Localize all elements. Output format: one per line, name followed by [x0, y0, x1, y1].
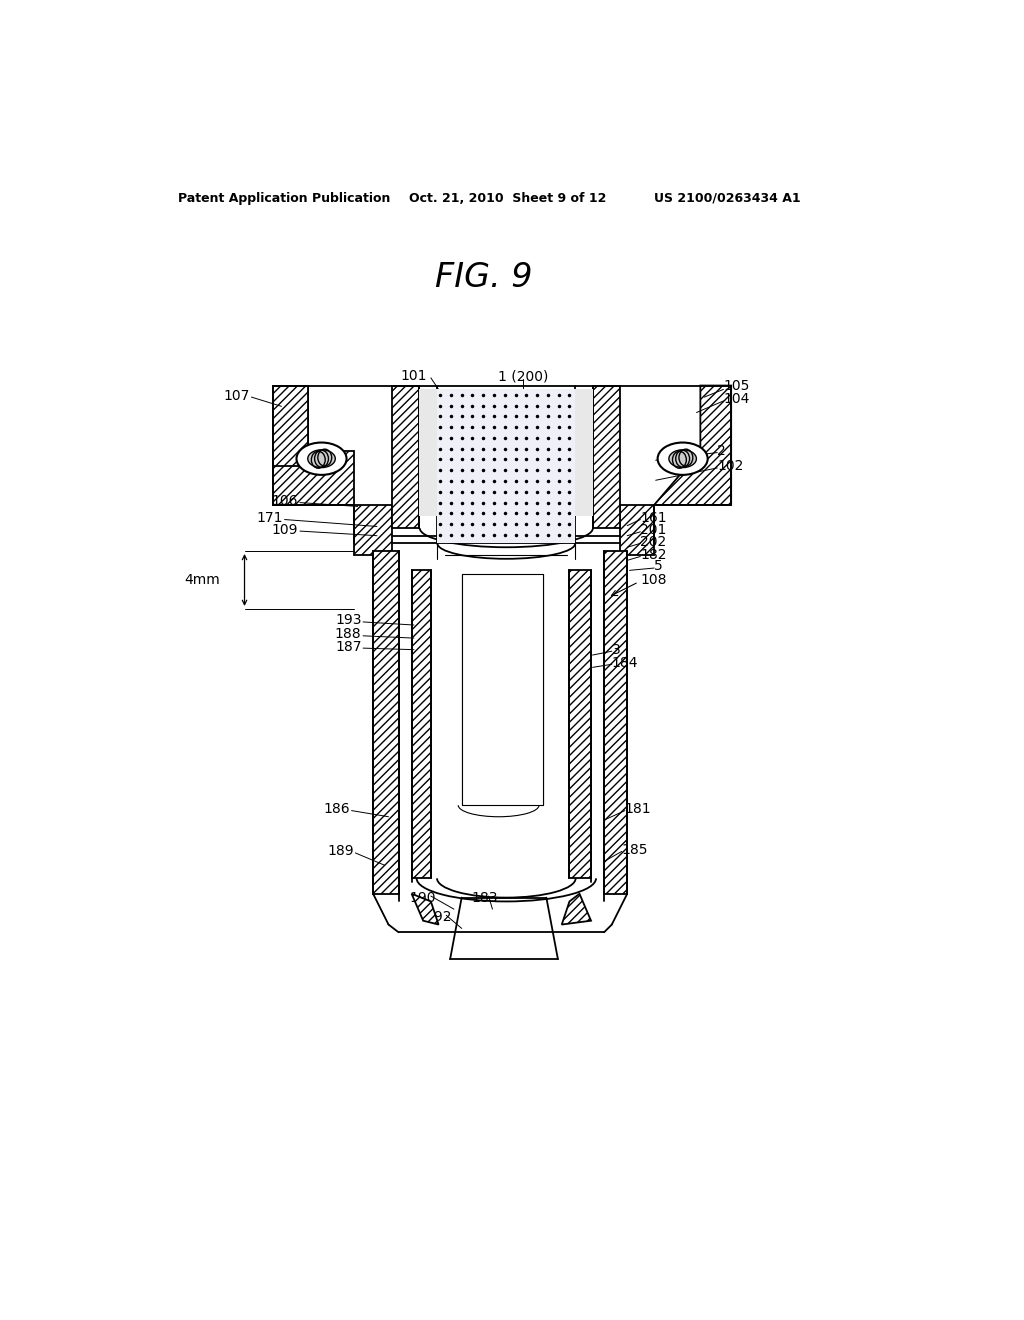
Text: 108: 108	[640, 573, 667, 587]
Text: 181: 181	[625, 803, 651, 816]
Polygon shape	[373, 552, 398, 894]
Text: 1 (200): 1 (200)	[498, 370, 549, 383]
Text: 107: 107	[223, 388, 250, 403]
Text: 104: 104	[724, 392, 750, 405]
Polygon shape	[604, 552, 628, 894]
Text: 5: 5	[654, 560, 663, 573]
Text: 188: 188	[335, 627, 361, 642]
Polygon shape	[412, 570, 431, 878]
Text: 101: 101	[400, 370, 427, 383]
Text: Oct. 21, 2010  Sheet 9 of 12: Oct. 21, 2010 Sheet 9 of 12	[410, 191, 606, 205]
Polygon shape	[569, 570, 591, 878]
Text: FIG. 9: FIG. 9	[435, 261, 532, 294]
Text: 109: 109	[272, 523, 298, 536]
Text: 4mm: 4mm	[184, 573, 220, 586]
Text: 187: 187	[335, 640, 361, 653]
Polygon shape	[654, 385, 731, 506]
Ellipse shape	[669, 450, 696, 467]
Text: 106: 106	[272, 494, 298, 508]
Polygon shape	[437, 389, 574, 544]
Ellipse shape	[308, 450, 335, 467]
Text: 185: 185	[622, 843, 648, 857]
Text: US 2100/0263434 A1: US 2100/0263434 A1	[654, 191, 801, 205]
Polygon shape	[462, 574, 543, 805]
Polygon shape	[392, 385, 419, 528]
Text: 202: 202	[640, 535, 667, 549]
Text: 182: 182	[640, 548, 667, 562]
Ellipse shape	[297, 442, 346, 475]
Text: 201: 201	[640, 523, 667, 537]
Text: 184: 184	[611, 656, 638, 669]
Text: 189: 189	[328, 845, 354, 858]
Text: 186: 186	[324, 803, 350, 816]
Ellipse shape	[657, 442, 708, 475]
Polygon shape	[273, 385, 354, 506]
Text: Patent Application Publication: Patent Application Publication	[178, 191, 391, 205]
Polygon shape	[412, 894, 438, 924]
Polygon shape	[620, 506, 654, 554]
Polygon shape	[354, 506, 392, 554]
Text: 183: 183	[471, 891, 498, 904]
Text: 102: 102	[717, 459, 743, 474]
Text: 2: 2	[717, 444, 726, 458]
Text: 192: 192	[425, 909, 452, 924]
Polygon shape	[593, 385, 620, 528]
Text: 3: 3	[611, 643, 621, 656]
Polygon shape	[273, 385, 307, 466]
Text: 171: 171	[257, 511, 283, 525]
Text: 105: 105	[724, 379, 750, 392]
Polygon shape	[419, 389, 437, 516]
Polygon shape	[574, 389, 593, 516]
Text: 161: 161	[640, 511, 667, 525]
Polygon shape	[562, 894, 591, 924]
Text: 193: 193	[335, 614, 361, 627]
Text: 190: 190	[410, 891, 436, 904]
